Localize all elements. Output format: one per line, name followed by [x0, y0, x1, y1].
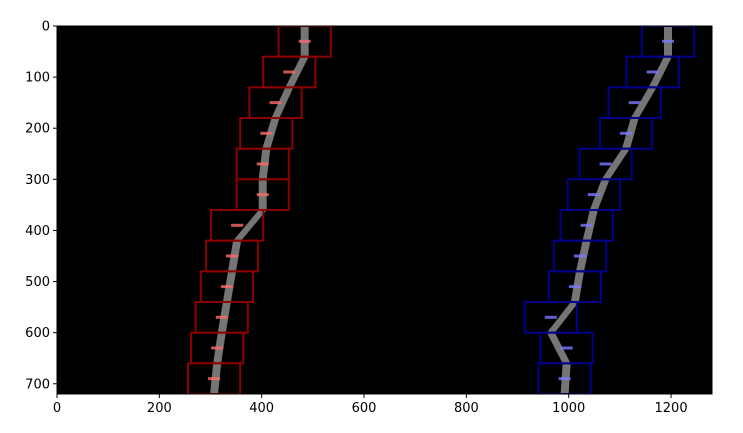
lane-pixel-highlight	[215, 315, 228, 319]
lane-pixel-highlight	[283, 70, 296, 74]
y-tick-label: 0	[42, 20, 50, 35]
lane-pixel-highlight	[220, 285, 233, 289]
y-tick-label: 400	[25, 224, 50, 239]
axes-frame	[56, 25, 713, 395]
lane-pixel-highlight	[599, 162, 612, 166]
lane-pixel-segment	[601, 148, 631, 180]
lane-pixel-highlight	[628, 101, 641, 105]
y-tick-label: 600	[25, 326, 50, 341]
x-tick-label: 1200	[655, 401, 688, 416]
lane-pixel-segment	[546, 332, 571, 364]
lane-pixel-segment	[648, 56, 672, 88]
sliding-windows	[187, 26, 696, 394]
y-tick-label: 500	[25, 275, 50, 290]
lane-pixel-segment	[546, 302, 579, 333]
lane-pixel-highlight	[620, 131, 633, 135]
lane-pixel-segment	[285, 56, 309, 88]
lane-pixel-highlight	[587, 193, 600, 197]
lane-pixel-segment	[233, 210, 267, 241]
lane-pixel-highlight	[298, 39, 311, 43]
lane-pixel-highlight	[226, 254, 239, 258]
x-tick-label: 1000	[552, 401, 585, 416]
lane-pixel-highlight	[661, 39, 674, 43]
lane-pixel-highlight	[260, 131, 273, 135]
lane-pixel-highlight	[646, 70, 659, 74]
left-lane-window	[277, 26, 332, 58]
axes: 0 200 400 600 800 1000 1200 0 100 200 300 400 500 600…	[25, 20, 713, 416]
lane-pixel-highlight	[544, 315, 557, 319]
lane-pixel-highlight	[256, 193, 269, 197]
y-tick-label: 700	[25, 377, 50, 392]
lane-pixels	[208, 26, 674, 394]
right-lane-window	[640, 26, 696, 58]
lane-pixel-highlight	[573, 254, 586, 258]
lane-pixel-segment	[630, 87, 657, 118]
lane-pixel-highlight	[231, 223, 244, 227]
x-tick-label: 400	[249, 401, 274, 416]
lane-pixel-highlight	[560, 346, 573, 350]
lane-pixel-highlight	[580, 223, 593, 227]
x-tick-label: 600	[352, 401, 377, 416]
x-tick-label: 800	[454, 401, 479, 416]
lane-pixel-highlight	[256, 162, 269, 166]
lane-pixel-highlight	[269, 101, 282, 105]
lane-pixel-highlight	[558, 377, 571, 381]
lane-pixel-highlight	[568, 285, 581, 289]
y-tick-label: 300	[25, 173, 50, 188]
lane-pixel-highlight	[211, 346, 224, 350]
y-tick-label: 100	[25, 71, 50, 86]
lane-pixel-highlight	[208, 377, 221, 381]
lane-pixel-segment	[271, 87, 294, 118]
x-tick-label: 0	[53, 401, 61, 416]
y-tick-label: 200	[25, 122, 50, 137]
x-tick-label: 200	[147, 401, 172, 416]
